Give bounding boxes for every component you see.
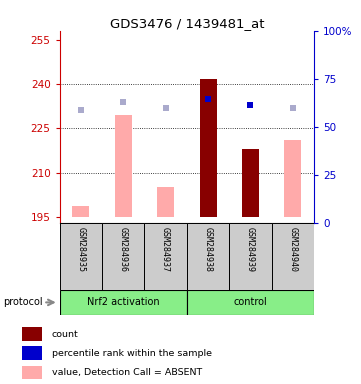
Bar (144, 223, 187, 290)
Point (290, 104, 296, 111)
Text: percentile rank within the sample: percentile rank within the sample (52, 349, 212, 358)
Bar (187, 223, 229, 290)
Point (205, 96, 211, 102)
Text: GSM284940: GSM284940 (288, 227, 297, 272)
Point (163, 104, 169, 111)
Point (78, 108, 84, 114)
Bar (22, 346, 42, 360)
Bar (284, 140, 301, 217)
Text: Nrf2 activation: Nrf2 activation (87, 297, 160, 308)
Bar (157, 187, 174, 217)
Bar (102, 223, 144, 290)
Bar (72, 207, 89, 217)
Bar (60, 223, 102, 290)
Text: value, Detection Call = ABSENT: value, Detection Call = ABSENT (52, 368, 202, 377)
Point (120, 99, 126, 105)
Title: GDS3476 / 1439481_at: GDS3476 / 1439481_at (110, 17, 264, 30)
Point (248, 101, 253, 108)
Text: GSM284936: GSM284936 (119, 227, 128, 272)
Text: GSM284935: GSM284935 (76, 227, 85, 272)
Text: count: count (52, 329, 78, 339)
Bar (242, 149, 259, 217)
Bar (115, 115, 132, 217)
Bar (22, 327, 42, 341)
Text: GSM284939: GSM284939 (246, 227, 255, 272)
Bar (271, 223, 314, 290)
Bar (200, 79, 217, 217)
Bar (60, 290, 187, 315)
Text: GSM284938: GSM284938 (204, 227, 213, 272)
Bar (22, 366, 42, 379)
Bar (187, 290, 314, 315)
Bar (229, 223, 271, 290)
Text: GSM284937: GSM284937 (161, 227, 170, 272)
Text: control: control (234, 297, 267, 308)
Text: protocol: protocol (4, 297, 43, 308)
